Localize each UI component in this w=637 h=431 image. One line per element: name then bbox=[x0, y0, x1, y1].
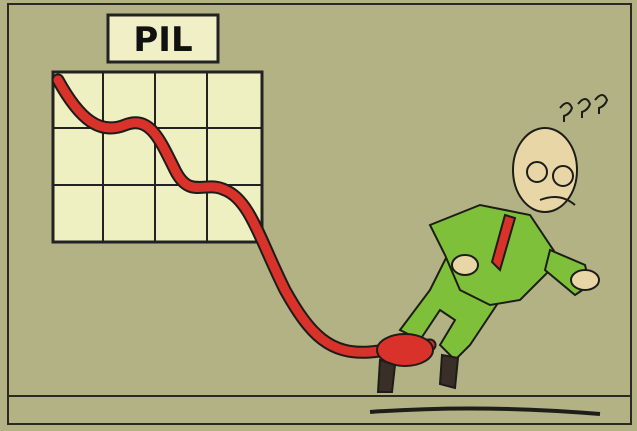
shoe bbox=[378, 360, 395, 392]
page: PIL (() => { const data = JSON.parse(doc… bbox=[0, 0, 637, 431]
board bbox=[53, 72, 262, 242]
cartoon: PIL bbox=[0, 0, 637, 431]
chart-board bbox=[53, 72, 262, 242]
sign-text: PIL bbox=[133, 20, 192, 60]
hand bbox=[452, 255, 478, 275]
shoe bbox=[440, 355, 458, 388]
hand bbox=[571, 270, 599, 290]
